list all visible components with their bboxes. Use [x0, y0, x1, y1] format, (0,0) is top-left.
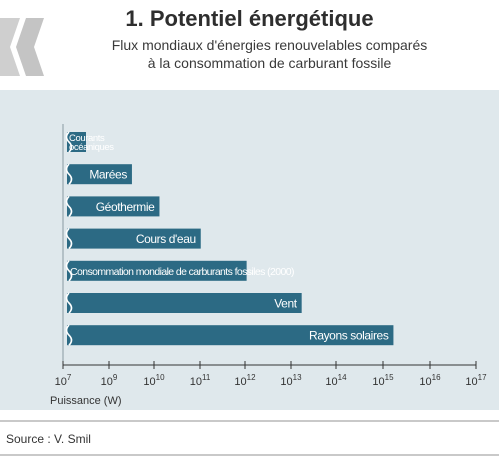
x-tick-label: 1014 [325, 373, 347, 388]
bar-0: Courants océaniques [65, 131, 115, 153]
x-tick-label: 1017 [465, 373, 487, 388]
bar-label: Cours d'eau [136, 232, 196, 246]
x-tick-label: 1012 [234, 373, 256, 388]
chart-title: 1. Potentiel énergétique [125, 6, 374, 31]
bar-break-mark [65, 324, 73, 346]
x-tick-label: 1013 [280, 373, 302, 388]
separator-top [0, 420, 499, 422]
chart-subtitle-line1: Flux mondiaux d'énergies renouvelables c… [111, 37, 428, 53]
bar-6: Rayons solaires [65, 324, 394, 346]
chart-subtitle-line2: à la consommation de carburant fossile [147, 55, 392, 71]
bar-rect [67, 260, 247, 281]
logo-chevrons-icon [0, 18, 44, 76]
bar-1: Marées [65, 163, 132, 185]
x-tick-label: 109 [101, 373, 118, 388]
source-note: Source : V. Smil [6, 432, 91, 446]
bar-label: Marées [89, 168, 127, 182]
bar-rect [67, 293, 302, 313]
x-tick-label: 1010 [143, 373, 165, 388]
x-axis-label: Puissance (W) [50, 395, 122, 407]
bar-4: Consommation mondiale de carburants foss… [65, 260, 295, 282]
bar-rect [67, 228, 201, 249]
bar-label: Rayons solaires [309, 329, 389, 343]
bar-break-mark [65, 292, 73, 314]
bar-break-mark [65, 260, 73, 282]
bar-rect [67, 164, 132, 185]
bar-label: Courants océaniques [69, 133, 114, 153]
bar-rect [67, 196, 160, 217]
bar-break-mark [65, 195, 73, 217]
bar-break-mark [65, 228, 73, 250]
bar-break-mark [65, 131, 73, 153]
x-tick-label: 1011 [190, 373, 211, 388]
bar-3: Cours d'eau [65, 228, 201, 250]
bar-break-mark [65, 163, 73, 185]
x-tick-label: 107 [55, 373, 72, 388]
bar-label: Consommation mondiale de carburants foss… [70, 266, 294, 278]
bar-5: Vent [65, 292, 302, 314]
separator-bottom [0, 454, 499, 456]
x-tick-label: 1016 [419, 373, 441, 388]
bar-2: Géothermie [65, 195, 160, 217]
bar-label: Vent [274, 297, 297, 311]
bar-rect [67, 325, 394, 346]
x-tick-label: 1015 [372, 373, 394, 388]
bar-chart: Courants océaniques Marées Géothermie Cours … [50, 124, 487, 407]
bar-label: Géothermie [96, 200, 155, 214]
